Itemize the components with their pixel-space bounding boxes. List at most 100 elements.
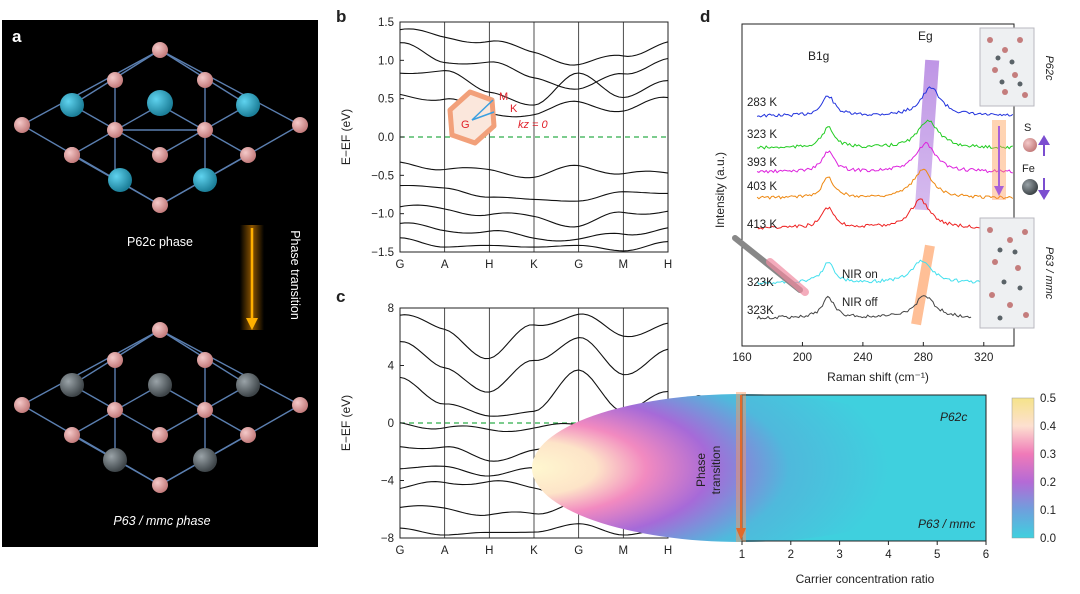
heatmap-xtick-label: 1 <box>739 549 745 561</box>
raman-temp-label: 323 K <box>747 129 777 141</box>
panel-c-yticks: 8 4 0 −4 −8 <box>381 303 404 545</box>
bz-label-k: K <box>510 103 518 115</box>
heatmap-xtick-label: 3 <box>836 549 842 561</box>
b-band-band8 <box>399 222 669 242</box>
raman-temp-label: 283 K <box>747 97 777 109</box>
c-band-band9 <box>399 523 669 536</box>
b-ytick-label: 1.5 <box>378 17 394 29</box>
b-ytick-label: −0.5 <box>371 170 394 182</box>
panel-d-label: d <box>700 7 710 26</box>
panel-e-ylabel-line1: Phase <box>694 453 708 487</box>
s-atoms-bottom <box>14 322 308 493</box>
raman-spectrum-NIR-on-323K <box>756 259 1013 285</box>
peak-label-eg: Eg <box>918 29 933 43</box>
b-band-band7 <box>399 204 669 228</box>
panel-c-label: c <box>336 287 345 306</box>
c-xtick-label: G <box>574 545 583 557</box>
panel-e-xlabel: Carrier concentration ratio <box>796 572 935 586</box>
band-structure-b <box>399 22 669 252</box>
colorbar-ticks: 0.5 0.4 0.3 0.2 0.1 0.0 <box>1040 393 1057 545</box>
inset-phase-top: P62c <box>1043 55 1055 81</box>
raman-nir-temp-label: 323K <box>747 277 774 289</box>
c-ytick-label: −8 <box>381 533 394 545</box>
panel-d-xlabel: Raman shift (cm⁻¹) <box>827 370 929 384</box>
c-band-band1 <box>399 313 669 360</box>
c-ytick-label: 4 <box>388 361 395 373</box>
colorbar-tick-label: 0.0 <box>1040 533 1056 545</box>
raman-nir-state-label: NIR off <box>842 297 878 309</box>
legend-fe-label: Fe <box>1022 163 1035 175</box>
raman-spectrum-NIR-off-323K <box>756 295 972 320</box>
heatmap-xtick-label: 4 <box>885 549 892 561</box>
legend-fe-atom <box>1022 179 1038 195</box>
raman-temp-labels: 283 K 323 K 393 K 403 K 413 K 323K NIR on 323K N… <box>747 97 878 317</box>
b-band-band6 <box>399 184 668 202</box>
b-ytick-label: 0.0 <box>378 132 394 144</box>
legend-s-label: S <box>1024 122 1031 134</box>
b-xtick-label: H <box>485 259 493 271</box>
c-ytick-label: 8 <box>388 303 394 315</box>
b-ytick-label: 0.5 <box>378 94 394 106</box>
c-ytick-label: −4 <box>381 476 395 488</box>
b-xtick-label: A <box>441 259 449 271</box>
raman-nir-temp-label: 323K <box>747 305 774 317</box>
heatmap-xtick-label: 6 <box>983 549 989 561</box>
inset-crystal-bottom <box>979 217 1035 329</box>
b-band-band1 <box>399 28 669 66</box>
raman-spectrum-393-K <box>756 141 1013 174</box>
colorbar-tick-label: 0.5 <box>1040 393 1056 405</box>
c-xtick-label: H <box>664 545 672 557</box>
b-ytick-label: −1.5 <box>371 247 394 259</box>
bz-label-kz: kz = 0 <box>518 119 549 131</box>
b-band-band2 <box>399 42 669 90</box>
c-xtick-label: M <box>619 545 629 557</box>
colorbar <box>1011 397 1035 539</box>
fe-atoms-bottom <box>60 373 260 472</box>
inset-phase-bottom: P63 / mmc <box>1043 247 1055 300</box>
legend-fe-arrow-down <box>1038 190 1050 200</box>
b-band-band9 <box>399 237 669 252</box>
b-xtick-label: H <box>664 259 672 271</box>
b-band-band5 <box>399 161 669 179</box>
b-band-band4 <box>399 93 669 118</box>
raman-spectrum-283-K <box>756 86 1014 118</box>
heatmap-phase-top: P62c <box>940 410 967 424</box>
legend-s-atom <box>1023 138 1037 152</box>
transition-arrow-d <box>992 120 1006 200</box>
c-xtick-label: K <box>530 545 538 557</box>
bz-label-g: G <box>461 119 470 131</box>
raman-xtick-label: 280 <box>914 352 933 364</box>
brillouin-zone-inset: M K G kz = 0 <box>447 89 549 146</box>
b-ytick-label: −1.0 <box>371 209 394 221</box>
panel-b: b 1.5 1.0 0.5 0.0 −0.5 −1.0 −1.5 G A H K G M H E−EF … <box>336 7 672 271</box>
panel-d-xticks: 160 200 240 280 320 <box>732 342 993 364</box>
panel-b-label: b <box>336 7 346 26</box>
heatmap-phase-bottom: P63 / mmc <box>918 517 975 531</box>
raman-xtick-label: 320 <box>974 352 993 364</box>
raman-spectrum-413-K <box>756 198 999 230</box>
colorbar-tick-label: 0.4 <box>1040 421 1057 433</box>
phase-transition-label: Phase transition <box>288 230 302 320</box>
colorbar-tick-label: 0.1 <box>1040 505 1056 517</box>
c-xtick-label: A <box>441 545 449 557</box>
bz-label-m: M <box>499 91 508 103</box>
phase-label-top: P62c phase <box>127 235 193 249</box>
transition-arrow-e <box>736 392 746 542</box>
panel-e-ylabel-line2: transition <box>709 446 723 495</box>
eg-shift-band-orange <box>911 244 935 326</box>
c-xtick-label: H <box>485 545 493 557</box>
raman-spectrum-403-K <box>756 168 1014 200</box>
b-xtick-label: G <box>396 259 405 271</box>
panel-a: a <box>2 20 318 547</box>
panel-d-ylabel: Intensity (a.u.) <box>713 152 727 228</box>
raman-temp-label: 403 K <box>747 181 777 193</box>
b-xtick-label: M <box>619 259 629 271</box>
b-ytick-label: 1.0 <box>378 55 394 67</box>
inset-crystal-top <box>979 27 1035 107</box>
panel-c: c 8 4 0 −4 −8 G A H K G M H E−EF (eV) <box>336 287 672 557</box>
panel-b-yticks: 1.5 1.0 0.5 0.0 −0.5 −1.0 −1.5 <box>371 17 404 259</box>
panel-d: d 283 K 323 K 393 K 403 K 413 K 323K NIR on 323… <box>700 7 1055 384</box>
panel-b-ylabel: E−EF (eV) <box>339 109 353 165</box>
b-band-band3 <box>399 70 669 106</box>
